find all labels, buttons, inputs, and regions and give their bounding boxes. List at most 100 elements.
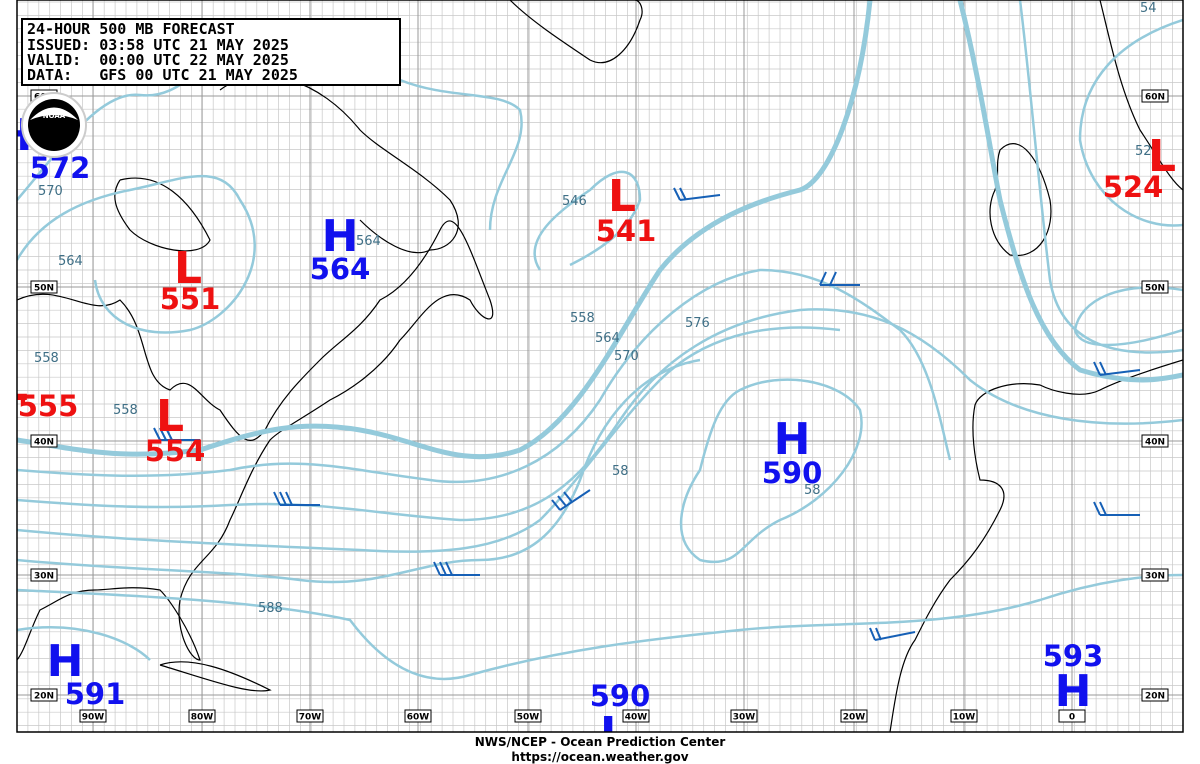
tick-box: [30, 434, 58, 448]
tick-label: 50W: [517, 713, 540, 723]
contour-label: 54: [1140, 1, 1157, 16]
header-data: DATA: GFS 00 UTC 21 MAY 2025: [27, 66, 298, 84]
height-contours: [17, 0, 1183, 681]
footer-agency: NWS/NCEP - Ocean Prediction Center: [475, 735, 726, 749]
header-title: 24-HOUR 500 MB FORECAST: [27, 20, 235, 38]
wind-barb: [869, 627, 916, 641]
tick-box: [840, 709, 868, 723]
tick-label: 50N: [1145, 284, 1165, 294]
contour: [17, 358, 701, 584]
wind-barb: [551, 489, 591, 511]
contour-label: 588: [258, 601, 283, 616]
tick-label: 40W: [625, 713, 648, 723]
contour-label: 570: [614, 349, 639, 364]
tick-box: [79, 709, 107, 723]
center-letter: L: [174, 243, 202, 294]
contour-label: 564: [58, 254, 83, 269]
contour-thick: [957, 0, 1183, 383]
hudson-bay: [114, 177, 211, 252]
header-valid: VALID: 00:00 UTC 22 MAY 2025: [27, 51, 289, 69]
wind-barbs: [153, 187, 1141, 641]
tick-label: 90W: [82, 713, 105, 723]
north-america-coast: [17, 220, 494, 661]
contour: [17, 626, 151, 661]
header-frame: [21, 18, 401, 86]
tick-label: 70W: [299, 713, 322, 723]
contour: [533, 170, 642, 271]
tick-label: 40N: [1145, 438, 1165, 448]
tick-label: 60N: [1145, 93, 1165, 103]
logo-text: NOAA: [43, 112, 66, 120]
contour-label: 58: [804, 483, 821, 498]
europe-africa-coast: [889, 359, 1183, 732]
coastlines: [17, 0, 1183, 732]
wind-barb: [1093, 501, 1140, 516]
contour-labels: 570 564 558 558 564 546 558 564 570 576 …: [34, 1, 1160, 616]
wind-barb: [819, 271, 860, 286]
center-letter: H: [47, 636, 84, 687]
center-letter: H: [1055, 666, 1092, 717]
contour: [17, 174, 256, 334]
tick-box: [1058, 709, 1086, 723]
contour-label: 564: [356, 234, 381, 249]
contour: [679, 378, 863, 564]
tick-label: 10W: [953, 713, 976, 723]
grid-lines: [17, 0, 1183, 732]
contour-label: 558: [34, 351, 59, 366]
scandinavia: [1099, 0, 1183, 191]
center-value: 554: [145, 434, 206, 468]
major-grid-lines: [17, 0, 1183, 732]
map-frame: [16, 0, 1184, 733]
wind-barb: [273, 491, 320, 506]
tick-box: [1141, 89, 1169, 103]
wind-barb: [433, 561, 480, 576]
center-letter: L: [0, 360, 28, 411]
contour: [17, 573, 1183, 681]
tick-box: [514, 709, 542, 723]
contour-label: 576: [685, 316, 710, 331]
noaa-logo: NOAA: [21, 92, 87, 158]
tick-label: 30N: [1145, 572, 1165, 582]
center-value: 590: [762, 456, 823, 490]
center-value: 524: [1103, 170, 1164, 204]
contour-label: 570: [38, 184, 63, 199]
center-value: 591: [65, 677, 126, 711]
tick-box: [1141, 434, 1169, 448]
tick-label: 80W: [191, 713, 214, 723]
tick-label: 20N: [1145, 692, 1165, 702]
tick-box: [1141, 280, 1169, 294]
center-letter: H: [774, 414, 811, 465]
contour: [1018, 0, 1183, 354]
wind-barb: [673, 187, 721, 201]
tick-box: [30, 688, 58, 702]
tick-label: 20W: [843, 713, 866, 723]
contour-label: 58: [612, 464, 629, 479]
center-value: 593: [1043, 639, 1104, 673]
tick-label: 30N: [34, 572, 54, 582]
tick-box: [188, 709, 216, 723]
footer-url: https://ocean.weather.gov: [511, 750, 688, 764]
wind-barb: [153, 427, 200, 441]
contour-label: 528: [1135, 144, 1160, 159]
tick-box: [30, 568, 58, 582]
contour: [1078, 18, 1183, 227]
tick-box: [950, 709, 978, 723]
tick-label: 40N: [34, 438, 54, 448]
center-value: 551: [160, 282, 221, 316]
greenland: [509, 0, 643, 64]
center-letter: L: [156, 391, 184, 442]
center-value: 564: [310, 252, 371, 286]
wind-barb: [1093, 361, 1141, 376]
tick-box: [404, 709, 432, 723]
contour-label: 558: [113, 403, 138, 418]
tick-label: 50N: [34, 284, 54, 294]
contour: [1073, 286, 1183, 347]
tick-label: 60W: [407, 713, 430, 723]
tick-box: [1141, 568, 1169, 582]
tick-box: [730, 709, 758, 723]
pressure-centers: H 572 L 551 H 564 L 541 L 524 L 555 L 55…: [0, 110, 1176, 732]
contour-label: 546: [562, 194, 587, 209]
logo-disc: [28, 99, 80, 151]
contour-label: 558: [570, 311, 595, 326]
